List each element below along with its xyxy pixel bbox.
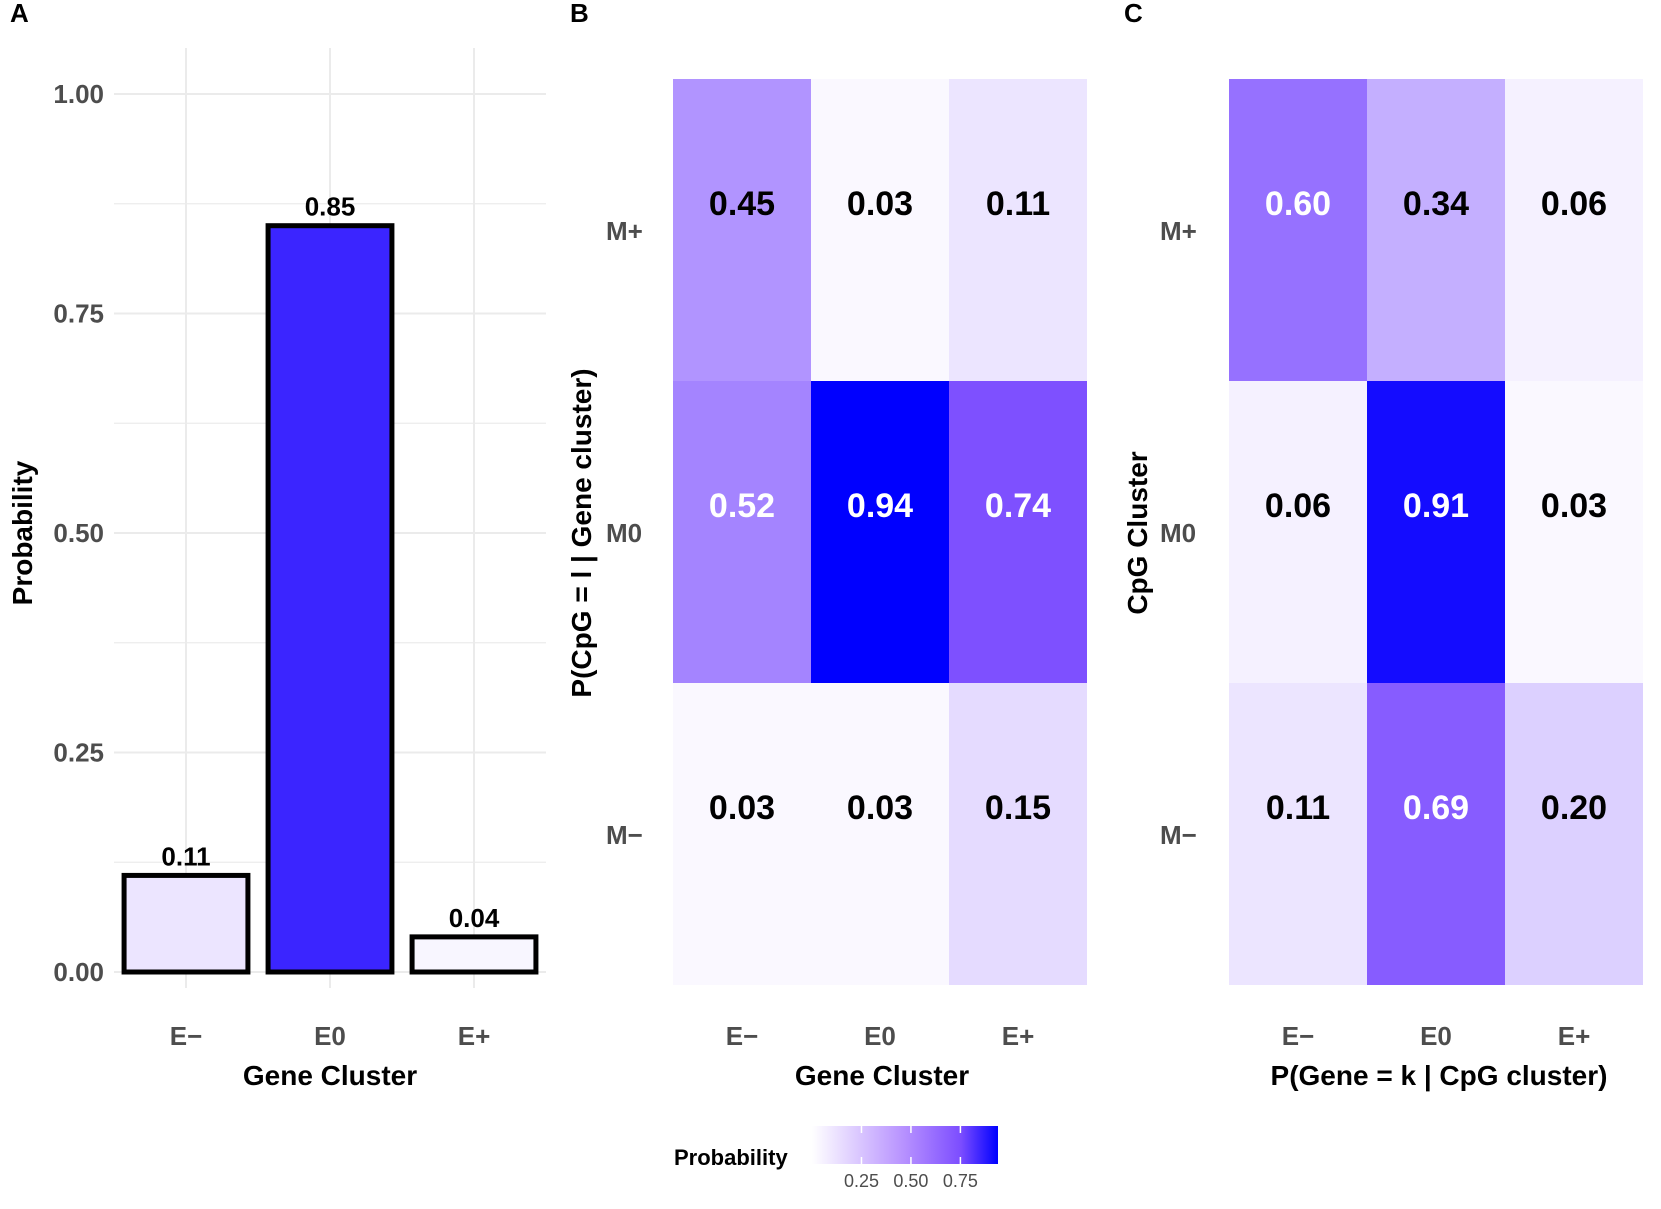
bar-value-label: 0.85 — [305, 192, 356, 222]
c-y-tick-label: M+ — [1160, 216, 1197, 246]
heatmap-cell — [1229, 79, 1367, 381]
heatmap-cell-label: 0.03 — [1541, 487, 1607, 525]
panel-tag-a: A — [10, 0, 29, 28]
a-y-tick-label: 0.00 — [53, 957, 104, 987]
heatmap-panel-c: 0.60 0.34 0.060.06 0.91 0.030.11 0.69 0.20 M+M… — [1122, 79, 1643, 1091]
a-y-tick-labels: 0.00 0.25 0.50 0.75 1.00 — [53, 79, 104, 987]
panel-tag-b: B — [570, 0, 589, 28]
heatmap-cell — [673, 683, 811, 985]
heatmap-cell-label: 0.91 — [1403, 487, 1469, 525]
heatmap-cell — [1505, 683, 1643, 985]
a-bars: 0.11 0.85 0.04 — [121, 192, 539, 975]
b-y-axis-title: P(CpG = l | Gene cluster) — [566, 368, 597, 697]
heatmap-cell-label: 0.11 — [986, 185, 1050, 223]
legend-tick-label: 0.50 — [893, 1171, 928, 1191]
c-y-axis-title: CpG Cluster — [1122, 451, 1153, 614]
heatmap-cell-label: 0.74 — [985, 487, 1051, 525]
b-x-tick-label: E0 — [864, 1021, 896, 1051]
a-y-tick-label: 0.25 — [53, 738, 104, 768]
panel-tag-c: C — [1124, 0, 1143, 28]
c-x-tick-label: E− — [1282, 1021, 1315, 1051]
heatmap-cell — [1367, 79, 1505, 381]
a-y-tick-label: 1.00 — [53, 79, 104, 109]
b-y-tick-label: M− — [606, 820, 643, 850]
heatmap-cell-label: 0.06 — [1265, 487, 1331, 525]
c-y-tick-label: M− — [1160, 820, 1197, 850]
b-y-tick-label: M0 — [606, 518, 642, 548]
bar — [265, 223, 395, 975]
heatmap-cell — [1367, 683, 1505, 985]
heatmap-cell — [1505, 381, 1643, 683]
a-y-tick-label: 0.75 — [53, 299, 104, 329]
legend-ticks: 0.25 0.50 0.75 — [844, 1126, 978, 1191]
heatmap-cell-label: 0.03 — [847, 185, 913, 223]
b-y-tick-labels: M+ M0 M− — [606, 216, 643, 850]
a-x-axis-title: Gene Cluster — [243, 1060, 417, 1091]
heatmap-cell-label: 0.69 — [1403, 789, 1469, 827]
c-cells: 0.60 0.34 0.06 0.06 0.91 0.03 0.11 0.69 0.20 — [1229, 79, 1643, 985]
a-x-tick-labels: E− E0 E+ — [170, 1021, 491, 1051]
b-x-axis-title: Gene Cluster — [795, 1060, 969, 1091]
heatmap-cell-label: 0.11 — [1266, 789, 1330, 827]
a-y-axis-title: Probability — [7, 460, 38, 605]
heatmap-cell — [811, 683, 949, 985]
bar-value-label: 0.11 — [161, 841, 210, 871]
heatmap-cell-label: 0.52 — [709, 487, 775, 525]
b-cells: 0.45 0.03 0.11 0.52 0.94 0.74 0.03 0.03 0.15 — [673, 79, 1087, 985]
heatmap-cell-label: 0.94 — [847, 487, 913, 525]
legend-tick-label: 0.75 — [943, 1171, 978, 1191]
heatmap-cell-label: 0.03 — [709, 789, 775, 827]
a-x-tick-label: E− — [170, 1021, 203, 1051]
heatmap-cell — [811, 381, 949, 683]
a-y-tick-label: 0.50 — [53, 518, 104, 548]
heatmap-cell — [1229, 683, 1367, 985]
c-x-tick-label: E0 — [1420, 1021, 1452, 1051]
heatmap-panel-b: 0.45 0.03 0.110.52 0.94 0.740.03 0.03 0.15 M+M… — [566, 79, 1087, 1091]
heatmap-cell — [673, 381, 811, 683]
c-x-tick-label: E+ — [1558, 1021, 1591, 1051]
legend-title: Probability — [674, 1145, 788, 1170]
color-legend: Probability 0.25 0.50 0.75 — [674, 1126, 998, 1191]
heatmap-cell — [673, 79, 811, 381]
c-y-tick-labels: M+ M0 M− — [1160, 216, 1197, 850]
heatmap-cell-label: 0.15 — [985, 789, 1051, 827]
c-x-tick-labels: E− E0 E+ — [1282, 1021, 1591, 1051]
c-x-axis-title: P(Gene = k | CpG cluster) — [1271, 1060, 1608, 1091]
bar-value-label: 0.04 — [449, 903, 500, 933]
heatmap-cell-label: 0.03 — [847, 789, 913, 827]
bar-chart-panel-a: 0.00 0.25 0.50 0.75 1.00 0.11 0.85 0.04 E− E0 E+… — [7, 48, 546, 1091]
heatmap-cell — [1367, 381, 1505, 683]
heatmap-cell — [1229, 381, 1367, 683]
heatmap-cell — [949, 683, 1087, 985]
heatmap-cell-label: 0.20 — [1541, 789, 1607, 827]
c-y-tick-label: M0 — [1160, 518, 1196, 548]
heatmap-cell-label: 0.60 — [1265, 185, 1331, 223]
a-x-tick-label: E+ — [458, 1021, 491, 1051]
heatmap-cell — [949, 79, 1087, 381]
legend-tick-label: 0.25 — [844, 1171, 879, 1191]
heatmap-cell-label: 0.34 — [1403, 185, 1469, 223]
bar — [409, 934, 539, 975]
b-x-tick-labels: E− E0 E+ — [726, 1021, 1035, 1051]
heatmap-cell — [811, 79, 949, 381]
b-x-tick-label: E+ — [1002, 1021, 1035, 1051]
bar — [121, 872, 251, 975]
heatmap-cell-label: 0.06 — [1541, 185, 1607, 223]
heatmap-cell-label: 0.45 — [709, 185, 775, 223]
a-x-tick-label: E0 — [314, 1021, 346, 1051]
heatmap-cell — [1505, 79, 1643, 381]
legend-color-bar — [812, 1126, 998, 1164]
b-x-tick-label: E− — [726, 1021, 759, 1051]
heatmap-cell — [949, 381, 1087, 683]
b-y-tick-label: M+ — [606, 216, 643, 246]
